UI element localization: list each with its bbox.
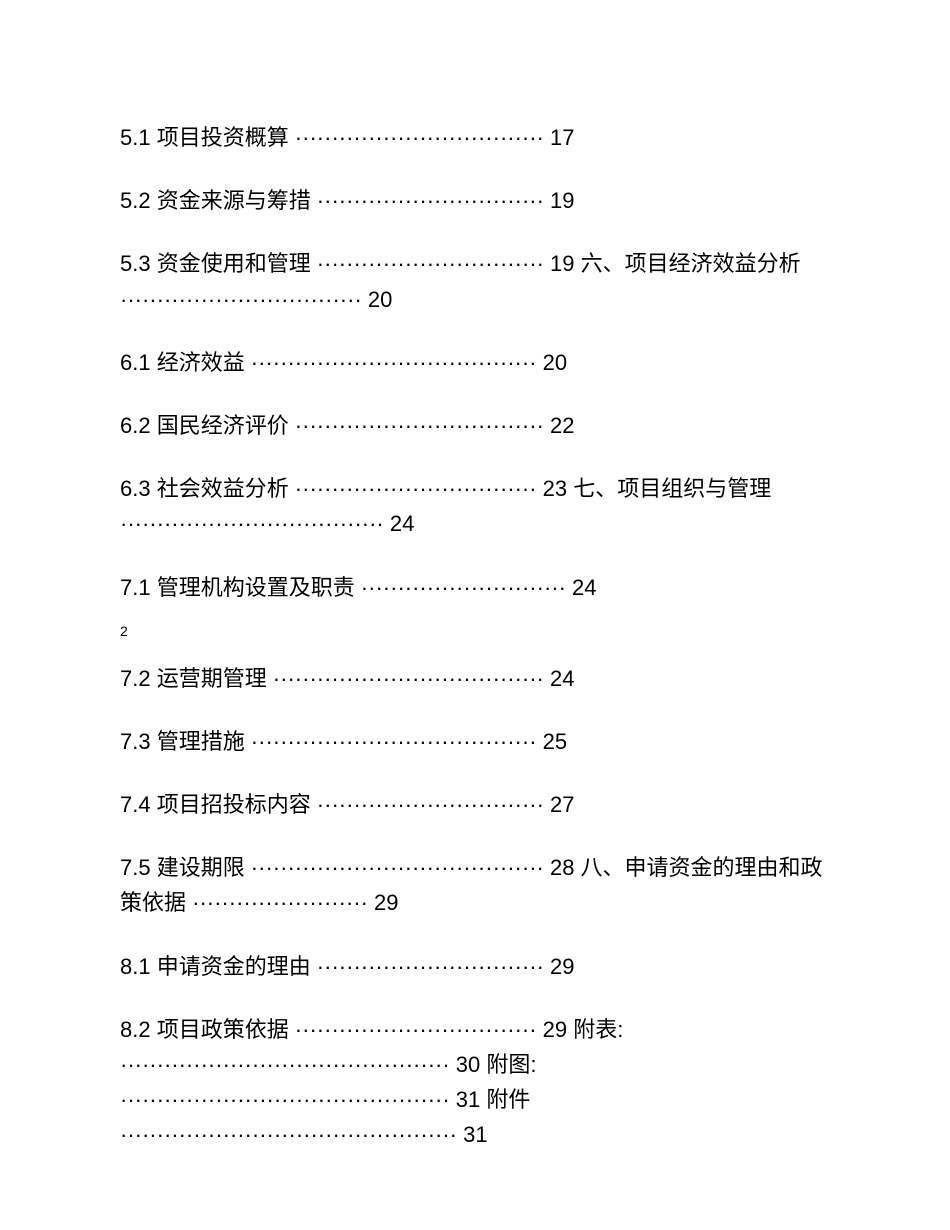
toc-entry: 7.1 管理机构设置及职责 ··························… [120, 570, 830, 605]
toc-entry: 8.2 项目政策依据 ·····························… [120, 1012, 830, 1153]
toc-entry: 7.2 运营期管理 ······························… [120, 661, 830, 696]
toc-entry: 7.5 建设期限 ·······························… [120, 850, 830, 920]
toc-entry: 6.3 社会效益分析 ·····························… [120, 471, 830, 541]
toc-entry: 7.4 项目招投标内容 ····························… [120, 787, 830, 822]
toc-entry: 7.3 管理措施 ·······························… [120, 724, 830, 759]
toc-entry: 5.3 资金使用和管理 ····························… [120, 246, 830, 316]
toc-entry: 8.1 申请资金的理由 ····························… [120, 949, 830, 984]
toc-entry: 6.2 国民经济评价 ·····························… [120, 408, 830, 443]
toc-entry: 5.1 项目投资概算 ·····························… [120, 120, 830, 155]
toc-entry: 6.1 经济效益 ·······························… [120, 345, 830, 380]
toc-entry: 5.2 资金来源与筹措 ····························… [120, 183, 830, 218]
page-number-marker: 2 [120, 623, 830, 639]
